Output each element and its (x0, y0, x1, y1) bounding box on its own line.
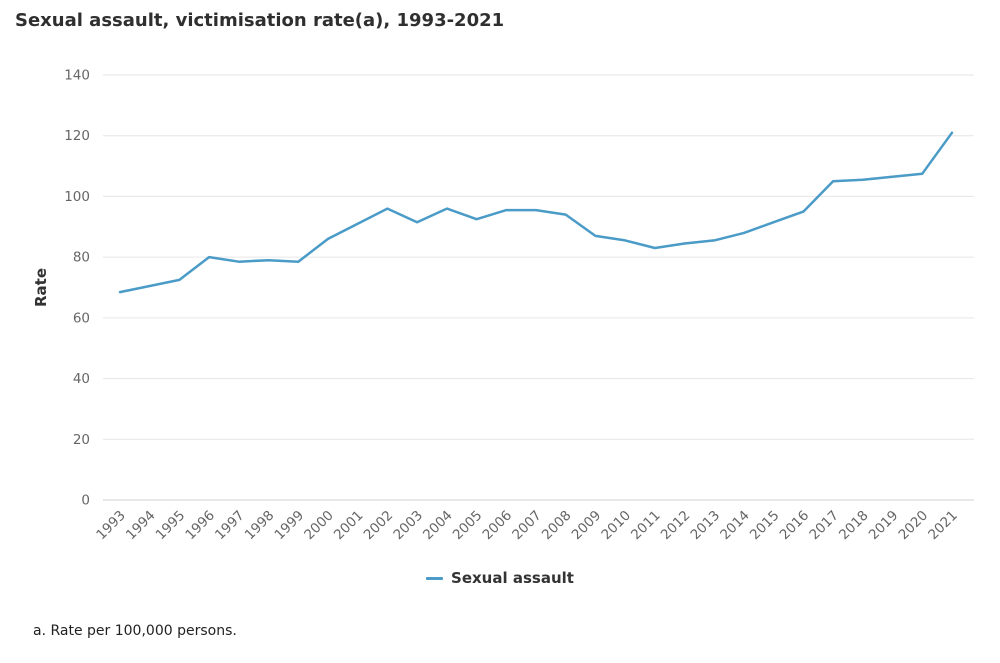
legend-line-marker-icon (426, 576, 444, 580)
x-tick-label-2004: 2004 (420, 508, 456, 544)
x-tick-label-1993: 1993 (93, 508, 129, 544)
y-axis-title: Rate (32, 268, 50, 307)
legend-label: Sexual assault (451, 569, 574, 587)
y-tick-label-20: 20 (73, 432, 90, 448)
legend[interactable]: Sexual assault (0, 569, 1000, 587)
x-tick-label-2021: 2021 (925, 508, 961, 544)
x-tick-label-2008: 2008 (539, 508, 575, 544)
x-tick-label-2017: 2017 (806, 508, 842, 544)
x-tick-label-2019: 2019 (866, 508, 902, 544)
x-tick-label-2018: 2018 (836, 508, 872, 544)
x-tick-label-2005: 2005 (450, 508, 486, 544)
x-tick-label-2013: 2013 (688, 508, 724, 544)
x-tick-label-1996: 1996 (182, 508, 218, 544)
x-tick-label-1998: 1998 (242, 508, 278, 544)
series-line-sexual-assault (118, 131, 954, 294)
x-tick-label-2000: 2000 (301, 508, 337, 544)
y-tick-label-80: 80 (73, 250, 90, 266)
x-tick-label-2016: 2016 (777, 508, 813, 544)
y-tick-label-120: 120 (64, 128, 90, 144)
x-tick-label-2003: 2003 (390, 508, 426, 544)
y-tick-label-100: 100 (64, 189, 90, 205)
y-tick-label-60: 60 (73, 310, 90, 326)
x-tick-label-2006: 2006 (480, 508, 516, 544)
x-tick-label-2010: 2010 (598, 508, 634, 544)
footnote: a. Rate per 100,000 persons. (33, 623, 237, 639)
x-tick-label-2009: 2009 (569, 508, 605, 544)
line-chart-plot-area: 020406080100120140Rate199319941995199619… (32, 68, 974, 544)
y-tick-label-0: 0 (81, 493, 90, 509)
y-tick-label-140: 140 (64, 68, 90, 84)
x-tick-label-2002: 2002 (361, 508, 397, 544)
x-tick-label-2015: 2015 (747, 508, 783, 544)
x-tick-label-2014: 2014 (717, 508, 753, 544)
x-tick-label-1994: 1994 (123, 508, 159, 544)
x-tick-label-1997: 1997 (212, 508, 248, 544)
chart-title: Sexual assault, victimisation rate(a), 1… (15, 10, 505, 31)
x-tick-label-2020: 2020 (896, 508, 932, 544)
x-tick-label-1999: 1999 (272, 508, 308, 544)
x-tick-label-1995: 1995 (153, 508, 189, 544)
x-tick-label-2011: 2011 (628, 508, 664, 544)
x-tick-label-2007: 2007 (509, 508, 545, 544)
y-tick-label-40: 40 (73, 371, 90, 387)
x-tick-label-2001: 2001 (331, 508, 367, 544)
x-tick-label-2012: 2012 (658, 508, 694, 544)
